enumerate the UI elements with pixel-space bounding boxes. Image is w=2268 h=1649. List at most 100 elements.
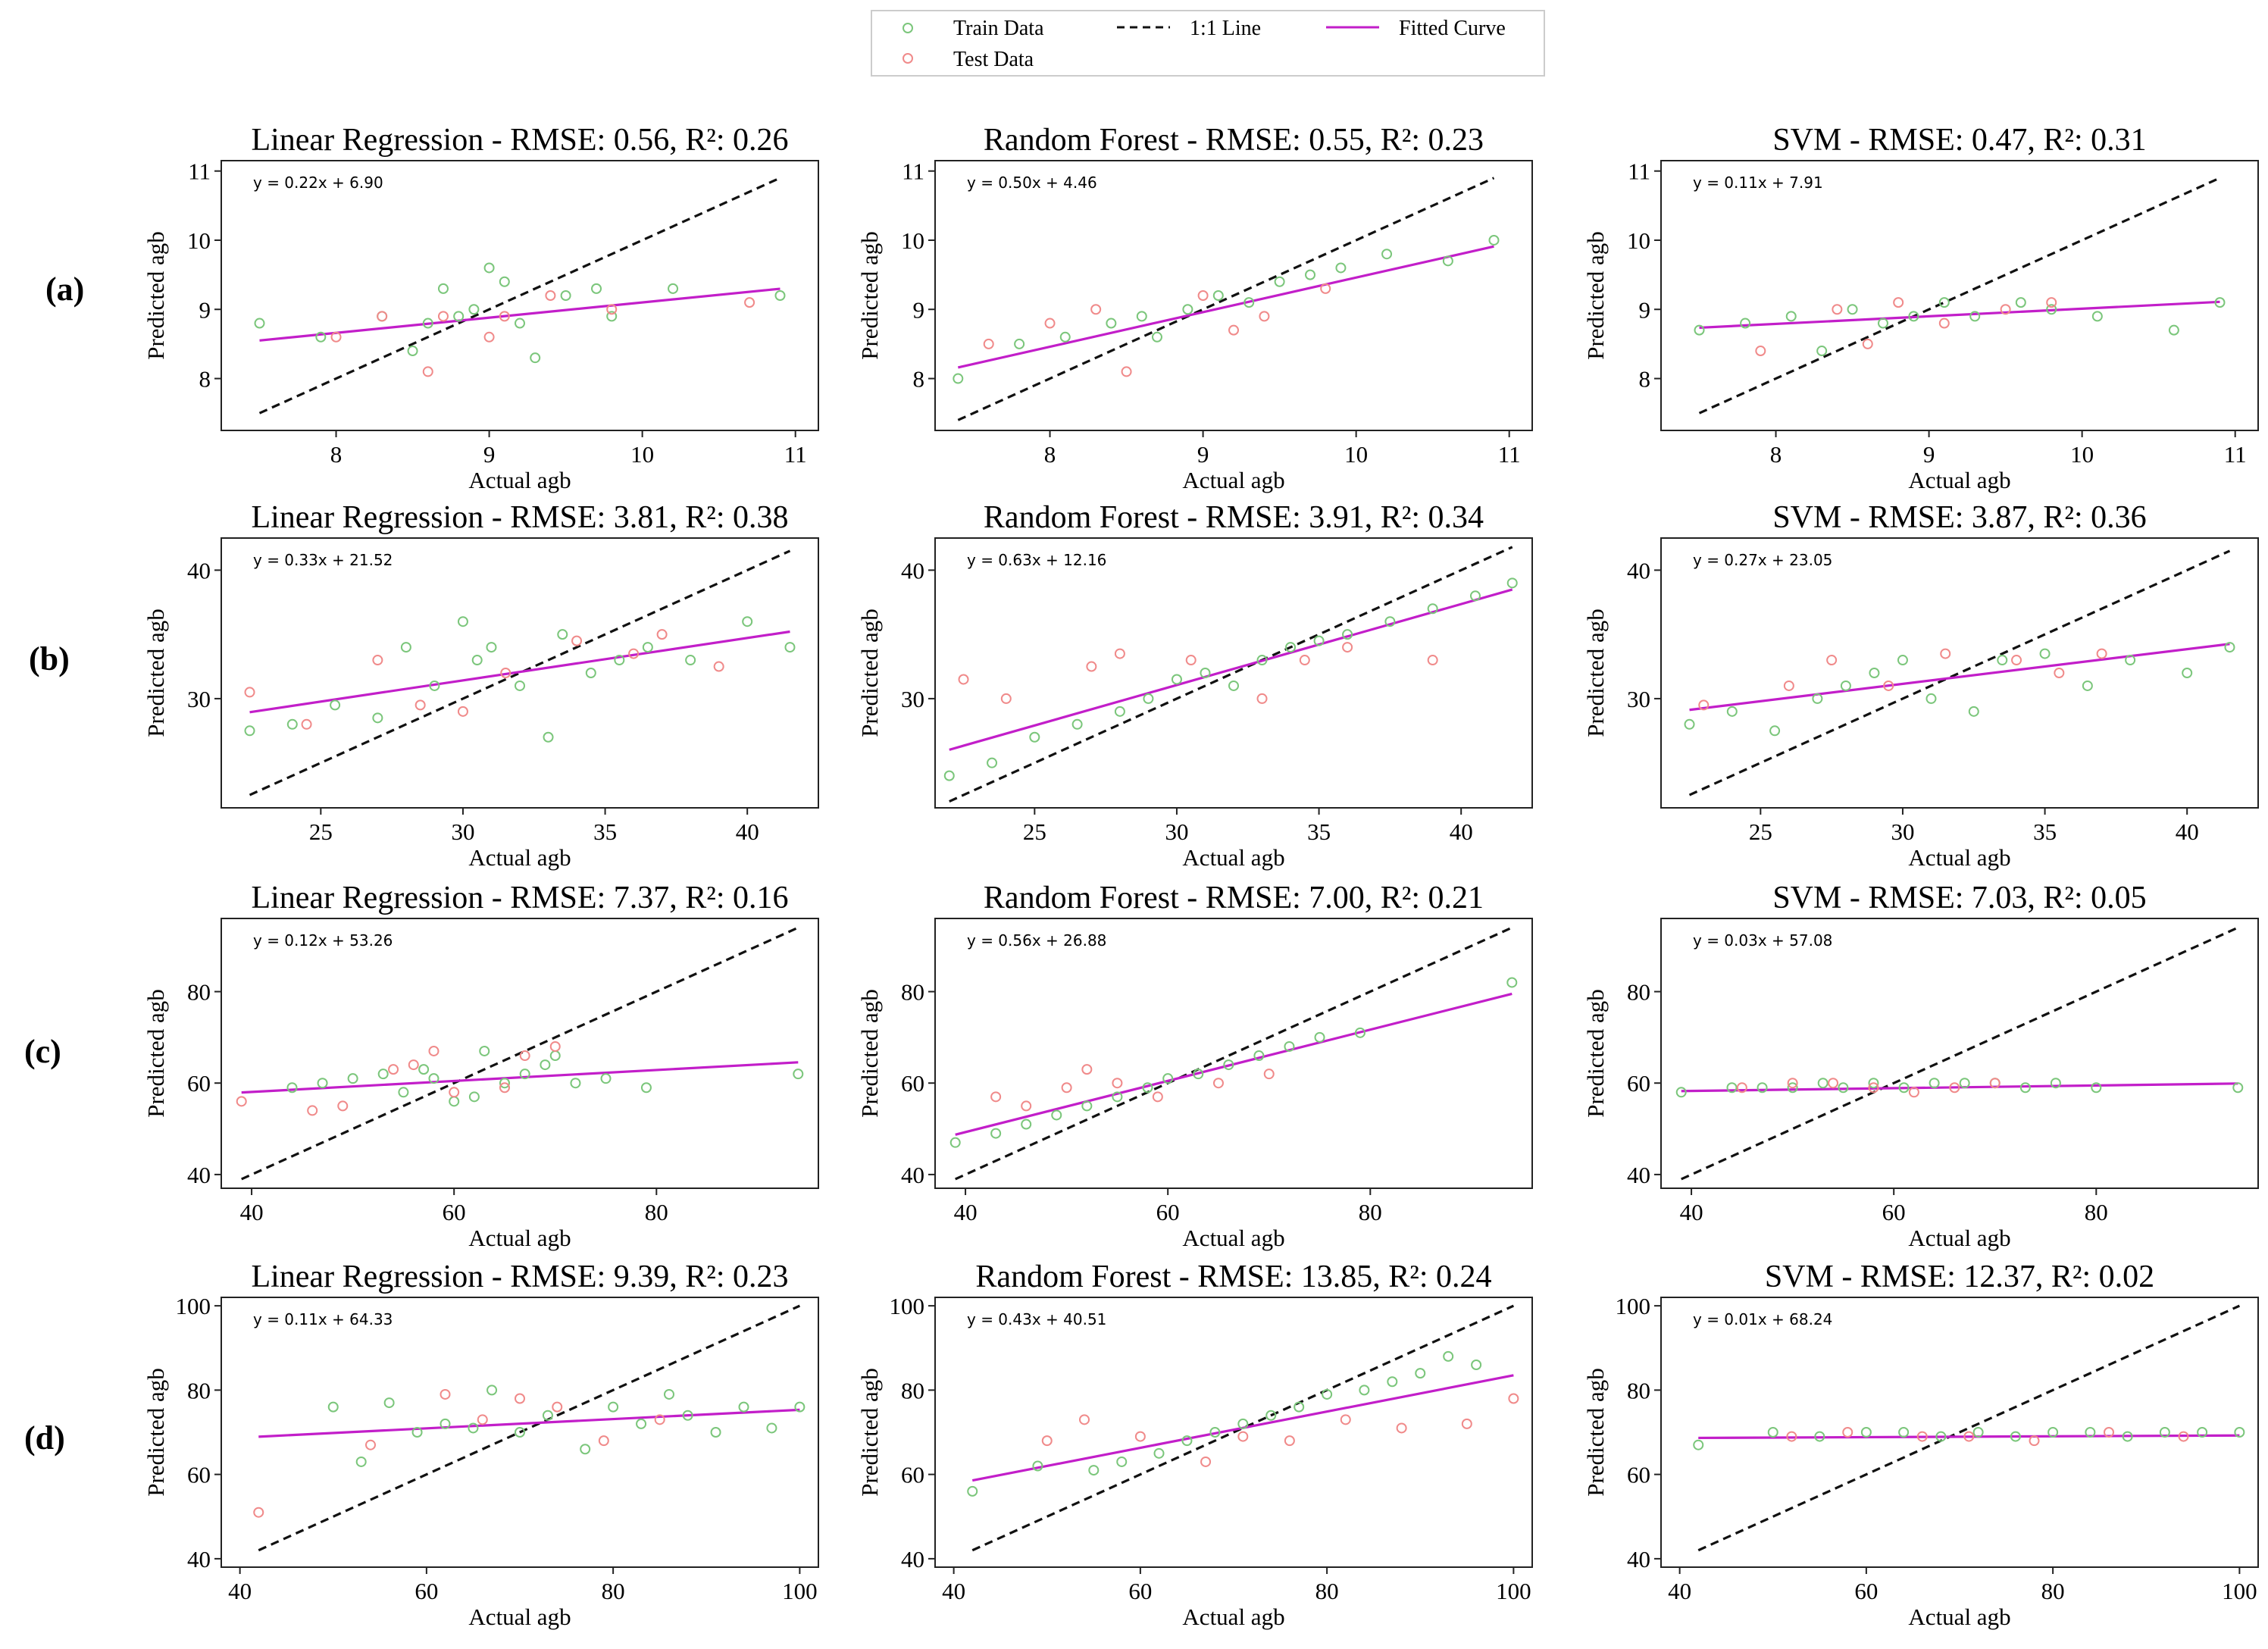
chart-c2-test-point-0 bbox=[990, 1091, 1002, 1103]
chart-a2-train-point-8 bbox=[1243, 297, 1255, 308]
chart-a1-train-point-15 bbox=[668, 283, 679, 294]
chart-d2-train-point-6 bbox=[1209, 1427, 1221, 1438]
chart-d1-train-point-5 bbox=[468, 1422, 479, 1434]
chart-b3-train-point-13 bbox=[2182, 668, 2193, 678]
chart-b3-fitted-line bbox=[1689, 643, 2230, 712]
chart-c2-frame bbox=[934, 918, 1533, 1189]
chart-a1-xtick-label-2: 10 bbox=[630, 441, 654, 468]
chart-d3-test-point-5 bbox=[2104, 1427, 2114, 1438]
chart-c2-train-point-3 bbox=[1051, 1109, 1062, 1121]
chart-c3-train-point-1 bbox=[1726, 1082, 1738, 1094]
chart-d1-test-point-2 bbox=[440, 1388, 451, 1400]
chart-c2-train-point-6 bbox=[1142, 1082, 1153, 1094]
chart-a1-train-point-1 bbox=[315, 331, 327, 343]
chart-a3-plot-area bbox=[1694, 177, 2226, 415]
chart-a3-title: SVM - RMSE: 0.47, R²: 0.31 bbox=[1772, 123, 2146, 158]
chart-b2-equation: y = 0.63x + 12.16 bbox=[967, 551, 1106, 569]
chart-c1-line-1to1 bbox=[241, 926, 799, 1181]
chart-c1-ytick-label-1: 60 bbox=[187, 1070, 211, 1097]
chart-a1-train-point-14 bbox=[606, 311, 618, 322]
chart-b1-train-point-14 bbox=[642, 642, 653, 653]
chart-c3-test-point-2 bbox=[1828, 1078, 1839, 1089]
chart-b3-train-point-12 bbox=[2125, 655, 2136, 666]
chart-b1-xtick-label-1: 30 bbox=[451, 818, 474, 845]
chart-c1-test-point-5 bbox=[428, 1045, 440, 1056]
chart-d1-equation: y = 0.11x + 64.33 bbox=[253, 1310, 393, 1328]
chart-c3-train-point-11 bbox=[2019, 1082, 2031, 1094]
chart-b3-equation: y = 0.27x + 23.05 bbox=[1693, 551, 1832, 569]
chart-b3-train-point-8 bbox=[1968, 706, 1979, 717]
chart-a1: Linear Regression - RMSE: 0.56, R²: 0.26… bbox=[142, 123, 819, 493]
chart-d3-equation: y = 0.01x + 68.24 bbox=[1693, 1310, 1832, 1328]
chart-c1-fitted-line bbox=[241, 1061, 799, 1094]
legend: Train Data 1:1 Line Fitted Curve Test Da… bbox=[871, 10, 1545, 77]
chart-b2-test-point-8 bbox=[1427, 655, 1438, 666]
chart-d1-train-point-8 bbox=[542, 1410, 553, 1421]
chart-c1-test-point-0 bbox=[236, 1096, 247, 1107]
chart-d1-xtick-label-2: 80 bbox=[602, 1578, 625, 1604]
chart-d2-xtick-label-2: 80 bbox=[1315, 1578, 1339, 1604]
chart-d1-ytick-label-0: 40 bbox=[187, 1546, 211, 1572]
chart-d1-xtick-label-1: 60 bbox=[414, 1578, 438, 1604]
chart-b2-xtick-label-3: 40 bbox=[1450, 818, 1473, 845]
chart-b3-test-point-7 bbox=[2096, 648, 2107, 659]
chart-c2-xlabel: Actual agb bbox=[1182, 1225, 1284, 1251]
chart-d2-frame bbox=[934, 1297, 1533, 1568]
chart-a2-xtick-label-1: 9 bbox=[1197, 441, 1209, 468]
row-label-c: (c) bbox=[24, 1033, 61, 1070]
chart-d3-ytick-label-0: 40 bbox=[1627, 1546, 1650, 1572]
chart-b1-ylabel: Predicted agb bbox=[142, 609, 169, 737]
chart-d2-test-point-6 bbox=[1340, 1414, 1351, 1425]
chart-c3-ytick-label-1: 60 bbox=[1627, 1070, 1650, 1097]
chart-a1-ytick-label-2: 10 bbox=[187, 227, 211, 254]
chart-a3-train-point-9 bbox=[2015, 297, 2026, 308]
chart-a2-train-point-9 bbox=[1274, 276, 1285, 287]
chart-c3-train-point-12 bbox=[2050, 1078, 2061, 1089]
chart-d1-train-point-12 bbox=[664, 1388, 674, 1400]
chart-b3-test-point-4 bbox=[1940, 648, 1951, 659]
chart-b2-test-point-7 bbox=[1342, 642, 1353, 653]
chart-b2-train-point-4 bbox=[1114, 706, 1125, 717]
chart-b1-test-point-7 bbox=[628, 648, 640, 659]
chart-a2-ytick-label-0: 8 bbox=[913, 366, 925, 393]
chart-b3-train-point-0 bbox=[1684, 718, 1695, 730]
chart-c1-test-point-6 bbox=[449, 1087, 460, 1098]
chart-b1-equation: y = 0.33x + 21.52 bbox=[253, 551, 393, 569]
chart-c1-test-point-3 bbox=[388, 1064, 399, 1075]
chart-d2-ytick-label-0: 40 bbox=[901, 1546, 924, 1572]
chart-c2-xtick-label-2: 80 bbox=[1359, 1199, 1382, 1225]
chart-a2-title: Random Forest - RMSE: 0.55, R²: 0.23 bbox=[984, 123, 1484, 158]
chart-a1-xtick-label-0: 8 bbox=[330, 441, 343, 468]
chart-a1-title: Linear Regression - RMSE: 0.56, R²: 0.26 bbox=[251, 123, 788, 158]
chart-d1-train-point-14 bbox=[710, 1427, 721, 1438]
chart-c2-test-point-1 bbox=[1021, 1100, 1032, 1112]
chart-b1-ytick-label-1: 40 bbox=[187, 557, 211, 584]
chart-a1-plot-area bbox=[254, 177, 786, 415]
chart-b2-train-point-9 bbox=[1256, 655, 1268, 666]
chart-c1-train-point-2 bbox=[347, 1073, 358, 1084]
chart-a3-xtick-label-1: 9 bbox=[1923, 441, 1935, 468]
chart-b2-title: Random Forest - RMSE: 3.91, R²: 0.34 bbox=[984, 500, 1484, 535]
chart-d1-test-point-1 bbox=[365, 1439, 376, 1450]
legend-test-marker bbox=[903, 53, 913, 64]
chart-d2-xlabel: Actual agb bbox=[1182, 1604, 1284, 1630]
chart-d1-xlabel: Actual agb bbox=[468, 1604, 571, 1630]
chart-a1-xtick-label-3: 11 bbox=[784, 441, 807, 468]
chart-b1-train-point-13 bbox=[614, 655, 625, 666]
chart-c2-ylabel: Predicted agb bbox=[856, 989, 883, 1118]
chart-d2-xtick-label-1: 60 bbox=[1128, 1578, 1152, 1604]
chart-c3-test-point-5 bbox=[1949, 1082, 1960, 1094]
chart-b2-line-1to1 bbox=[949, 546, 1513, 803]
chart-c2-train-point-5 bbox=[1112, 1091, 1123, 1103]
chart-d2-train-point-5 bbox=[1181, 1435, 1193, 1447]
chart-d3-test-point-3 bbox=[1963, 1431, 1975, 1442]
chart-d3-ytick-label-3: 100 bbox=[1616, 1293, 1651, 1319]
chart-b2-ytick-label-0: 30 bbox=[901, 686, 924, 712]
chart-a1-test-point-7 bbox=[606, 304, 618, 315]
chart-d3-frame bbox=[1660, 1297, 2259, 1568]
chart-a1-test-point-4 bbox=[483, 331, 495, 343]
chart-a3-line-1to1 bbox=[1698, 177, 2221, 415]
chart-c3-frame bbox=[1660, 918, 2259, 1189]
chart-d1-test-point-4 bbox=[515, 1393, 525, 1404]
chart-c3-train-point-6 bbox=[1868, 1078, 1879, 1089]
